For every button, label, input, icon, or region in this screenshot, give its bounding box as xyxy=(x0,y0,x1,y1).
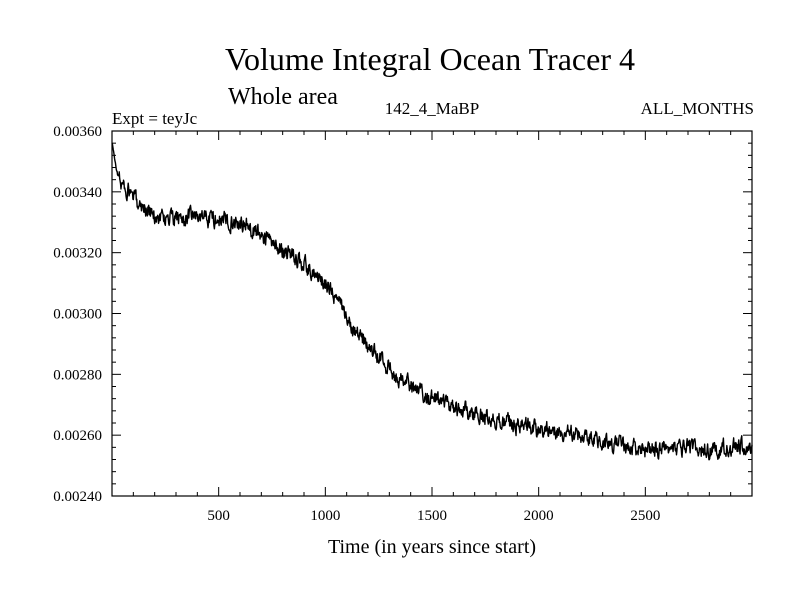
series-layer xyxy=(111,142,753,461)
y-tick-label: 0.00300 xyxy=(53,307,102,323)
x-tick-label: 500 xyxy=(207,508,230,524)
x-tick-label: 1500 xyxy=(417,508,447,524)
x-axis-label: Time (in years since start) xyxy=(328,536,536,558)
y-tick-label: 0.00360 xyxy=(53,124,102,140)
tick-label-layer: 500 1000 1500 2000 2500 0.00240 0.00260 0.00280… xyxy=(53,124,660,524)
x-tick-label: 1000 xyxy=(310,508,340,524)
x-tick-label: 2500 xyxy=(630,508,660,524)
y-tick-label: 0.00260 xyxy=(53,428,102,444)
x-tick-label: 2000 xyxy=(524,508,554,524)
y-tick-label: 0.00240 xyxy=(53,489,102,505)
y-tick-label: 0.00340 xyxy=(53,185,102,201)
plot-frame xyxy=(111,130,753,497)
tick-layer xyxy=(112,130,752,497)
chart-subtitle: Whole area xyxy=(228,84,338,110)
experiment-label: Expt = teyJc xyxy=(112,109,198,128)
months-label: ALL_MONTHS xyxy=(641,99,754,118)
y-tick-label: 0.00280 xyxy=(53,367,102,383)
y-tick-label: 0.00320 xyxy=(53,246,102,262)
chart-title: Volume Integral Ocean Tracer 4 xyxy=(225,41,635,77)
data-series-line xyxy=(111,142,753,461)
run-label: 142_4_MaBP xyxy=(385,99,479,118)
